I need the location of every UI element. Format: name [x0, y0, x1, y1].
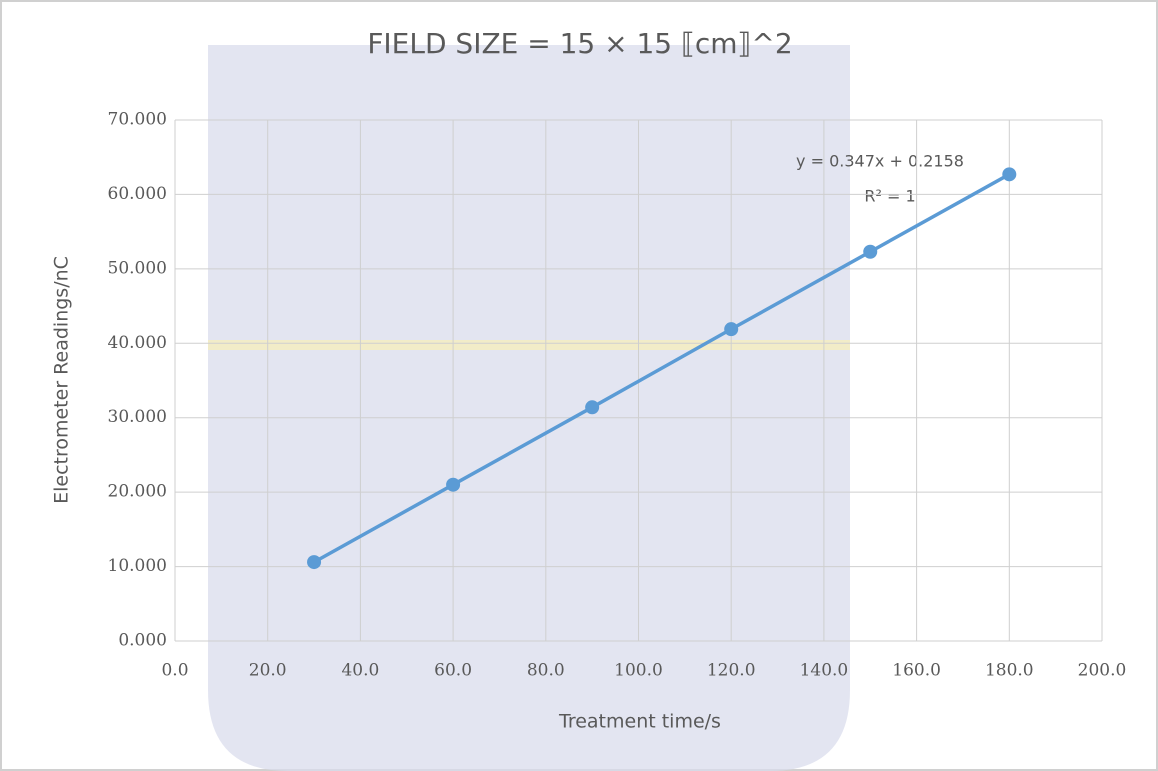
x-tick-label: 180.0: [985, 661, 1034, 681]
y-tick-label: 50.000: [108, 258, 167, 278]
watermark: [208, 45, 850, 771]
x-tick-label: 120.0: [707, 661, 756, 681]
chart-title: FIELD SIZE = 15 × 15 ⟦cm⟧^2: [367, 27, 792, 60]
data-point: [863, 244, 878, 259]
y-tick-label: 70.000: [108, 110, 167, 130]
x-tick-label: 20.0: [249, 661, 287, 681]
x-tick-label: 80.0: [527, 661, 565, 681]
trendline-equation: y = 0.347x + 0.2158: [796, 152, 964, 171]
data-point: [724, 322, 739, 337]
x-tick-label: 40.0: [341, 661, 379, 681]
y-tick-label: 60.000: [108, 184, 167, 204]
trendline-r-squared: R² = 1: [864, 187, 915, 206]
x-tick-label: 140.0: [800, 661, 849, 681]
x-axis-label: Treatment time/s: [558, 711, 721, 733]
data-point: [1002, 167, 1017, 182]
y-axis-label: Electrometer Readings/nC: [51, 256, 73, 504]
data-point: [446, 477, 461, 492]
x-tick-label: 0.0: [161, 661, 188, 681]
x-tick-label: 100.0: [614, 661, 663, 681]
data-point: [307, 555, 322, 570]
y-tick-label: 30.000: [108, 407, 167, 427]
x-tick-label: 160.0: [892, 661, 941, 681]
y-tick-label: 10.000: [108, 556, 167, 576]
y-tick-label: 40.000: [108, 333, 167, 353]
y-tick-label: 20.000: [108, 482, 167, 502]
x-tick-label: 200.0: [1078, 661, 1127, 681]
x-tick-label: 60.0: [434, 661, 472, 681]
data-point: [585, 400, 600, 415]
y-tick-label: 0.000: [118, 631, 167, 651]
trendline: [313, 172, 1011, 564]
